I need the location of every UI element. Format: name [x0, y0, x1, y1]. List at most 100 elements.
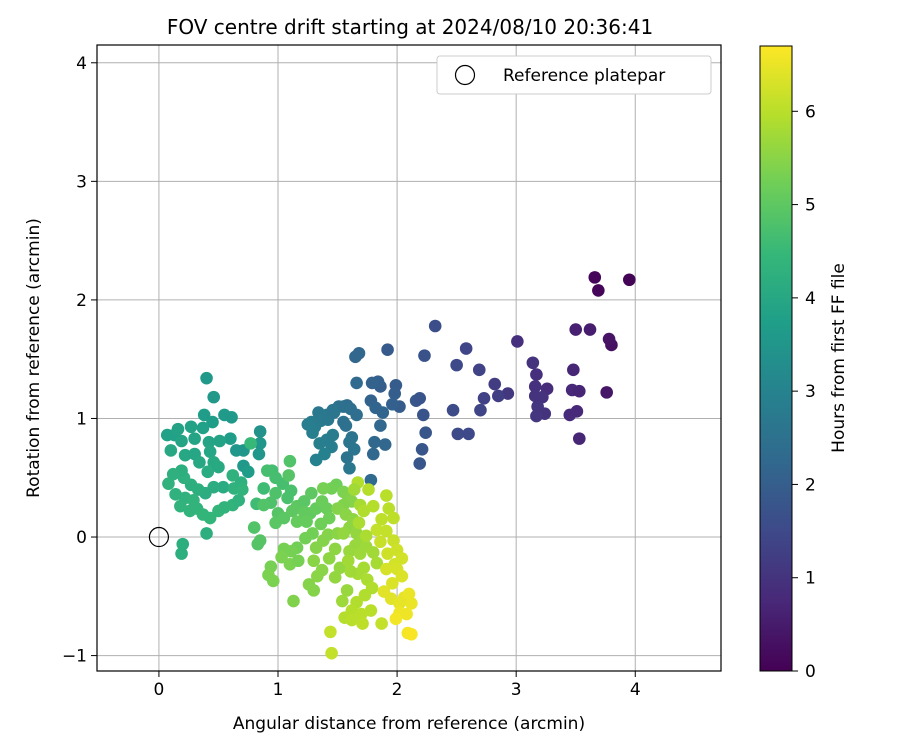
data-point: [344, 565, 357, 578]
data-point: [352, 516, 366, 530]
data-point: [320, 502, 334, 515]
data-point: [569, 323, 583, 336]
y-tick-label: 0: [76, 528, 87, 548]
data-point: [309, 453, 323, 467]
data-point: [364, 604, 378, 617]
data-point: [235, 483, 249, 496]
data-point: [602, 332, 616, 346]
data-point: [175, 547, 188, 560]
x-tick-label: 2: [392, 680, 403, 700]
data-point: [356, 617, 369, 630]
legend-box: [436, 55, 712, 95]
data-points: [160, 271, 636, 660]
data-point: [474, 403, 487, 417]
colorbar-tick-label: 2: [805, 475, 816, 495]
data-point: [324, 625, 337, 639]
data-point: [389, 612, 403, 626]
y-tick-label: 1: [76, 409, 87, 429]
data-point: [374, 419, 387, 432]
data-point: [224, 432, 237, 445]
colorbar-tick-label: 1: [805, 569, 816, 589]
plot-frame: [96, 44, 722, 672]
reference-marker: [148, 526, 170, 548]
data-point: [232, 493, 246, 507]
data-point: [328, 542, 342, 556]
data-point: [300, 515, 313, 528]
legend-reference-marker: [454, 64, 476, 86]
data-point: [572, 384, 586, 398]
colorbar-tick-label: 4: [805, 289, 816, 309]
data-point: [169, 488, 182, 501]
data-point: [247, 521, 261, 534]
data-point: [382, 502, 396, 515]
data-point: [315, 563, 329, 577]
data-point: [314, 517, 328, 531]
data-point: [459, 342, 473, 355]
data-point: [592, 284, 605, 297]
data-point: [337, 527, 350, 540]
colorbar-label: Hours from first FF file: [829, 263, 849, 453]
y-axis-label: Rotation from reference (arcmin): [24, 218, 44, 498]
data-point: [297, 495, 311, 508]
x-axis-ticks: 0 1 2 3 4: [154, 671, 641, 700]
x-tick-label: 3: [511, 680, 522, 700]
data-point: [352, 346, 366, 360]
data-point: [451, 427, 465, 441]
data-point: [299, 531, 312, 545]
data-point: [241, 465, 255, 479]
data-point: [528, 380, 542, 393]
data-point: [368, 435, 381, 449]
data-point: [343, 461, 356, 475]
data-point: [257, 482, 271, 495]
data-point: [251, 537, 265, 551]
data-point: [171, 422, 185, 436]
data-point: [386, 576, 399, 590]
data-point: [416, 408, 430, 422]
data-point: [253, 437, 267, 450]
data-point: [178, 448, 192, 462]
data-point: [395, 569, 409, 583]
y-tick-label: 3: [76, 172, 87, 192]
reference-circle: [148, 526, 170, 548]
chart-title: FOV centre drift starting at 2024/08/10 …: [167, 15, 653, 39]
data-point: [381, 343, 394, 357]
data-point: [501, 387, 515, 400]
data-point: [321, 528, 335, 541]
data-point: [600, 386, 613, 399]
y-tick-label: 4: [76, 54, 87, 74]
data-point: [402, 587, 416, 601]
data-point: [200, 527, 213, 540]
x-tick-label: 1: [273, 680, 284, 700]
data-point: [291, 554, 305, 568]
data-point: [387, 511, 400, 525]
data-point: [375, 512, 388, 526]
data-point: [325, 646, 338, 660]
colorbar-tick-label: 0: [805, 662, 816, 682]
data-point: [285, 504, 299, 518]
data-point: [269, 486, 282, 500]
data-point: [413, 457, 427, 470]
data-point: [413, 392, 427, 405]
y-axis-ticks: −1 0 1 2 3 4: [62, 54, 97, 667]
data-point: [339, 419, 353, 432]
data-point: [226, 469, 240, 482]
data-point: [257, 498, 271, 512]
data-point: [333, 561, 347, 575]
colorbar-tick-label: 5: [805, 196, 816, 216]
data-point: [530, 368, 543, 381]
data-point: [260, 464, 274, 477]
data-point: [588, 271, 602, 284]
data-point: [340, 451, 354, 464]
data-point: [366, 447, 380, 461]
data-point: [197, 408, 211, 422]
data-point: [212, 460, 225, 474]
colorbar-gradient: [759, 45, 793, 672]
data-point: [374, 535, 387, 549]
data-point: [343, 544, 356, 558]
data-point: [200, 371, 213, 385]
data-point: [572, 432, 586, 445]
data-point: [450, 358, 463, 372]
data-point: [201, 465, 215, 479]
x-axis-label: Angular distance from reference (arcmin): [233, 714, 585, 734]
data-point: [188, 432, 201, 445]
